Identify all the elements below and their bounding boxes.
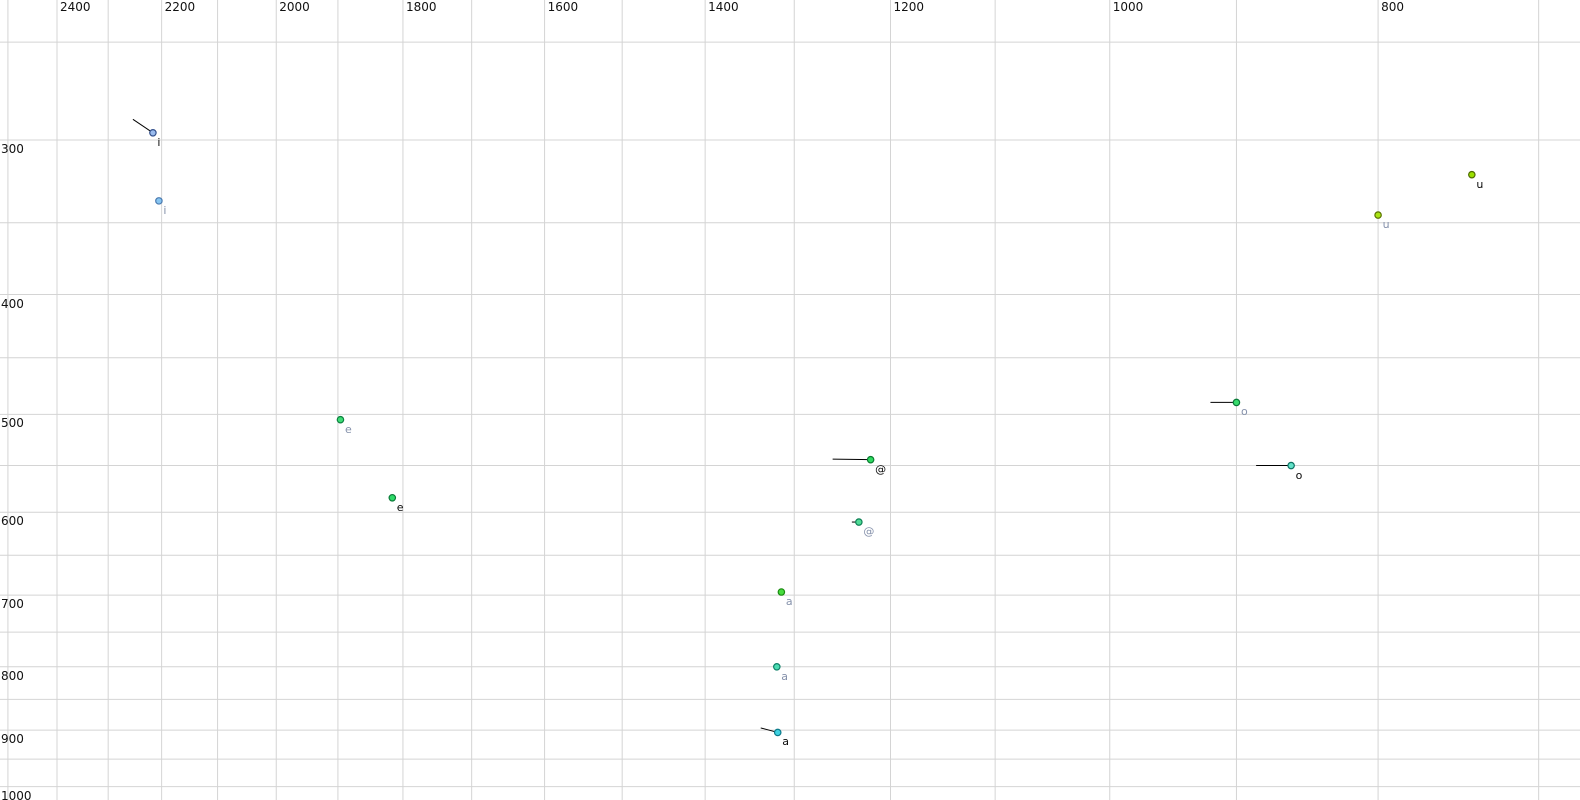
vowel-label-o-7: o <box>1295 468 1303 482</box>
vowel-label-a-10: a <box>785 595 793 608</box>
x-axis-tick-label-1200: 1200 <box>893 0 925 14</box>
vowel-dot-a-12 <box>773 728 782 737</box>
vowel-dot-i-1 <box>155 197 163 205</box>
x-axis-tick-label-2400: 2400 <box>60 0 91 14</box>
y-axis-tick-label-700: 700 <box>1 597 24 612</box>
vowel-dot-u-3 <box>1374 211 1382 219</box>
vowel-label-@-8: @ <box>875 462 887 476</box>
vowel-dot-e-5 <box>388 493 397 502</box>
x-axis-tick-label-1800: 1800 <box>405 0 437 14</box>
vowel-label-i-0: i <box>157 135 161 149</box>
vowel-dot-a-11 <box>773 663 781 671</box>
y-axis-tick-label-900: 900 <box>1 732 24 747</box>
x-axis-tick-label-800: 800 <box>1381 0 1404 14</box>
x-axis-tick-label-1000: 1000 <box>1112 0 1144 14</box>
x-axis-tick-label-1400: 1400 <box>708 0 739 14</box>
vowel-dot-e-4 <box>336 415 345 424</box>
vowel-label-a-11: a <box>781 669 789 683</box>
y-axis-tick-label-400: 400 <box>1 296 24 311</box>
vowel-dot-@-9 <box>855 518 863 526</box>
vowel-dot-o-6 <box>1232 398 1241 407</box>
vowel-label-a-12: a <box>782 735 789 749</box>
vowel-tail-i-0 <box>132 118 154 134</box>
vowel-label-e-4: e <box>344 422 352 436</box>
x-axis-tick-label-2000: 2000 <box>279 0 310 14</box>
vowel-label-i-1: i <box>163 203 167 217</box>
vowel-label-u-3: u <box>1382 218 1390 232</box>
vowel-tail-@-8 <box>832 458 871 461</box>
vowel-label-u-2: u <box>1476 177 1484 191</box>
vowel-dot-u-2 <box>1468 170 1476 179</box>
vowel-label-e-5: e <box>396 500 404 514</box>
vowel-dot-a-10 <box>777 588 786 596</box>
y-axis-tick-label-1000: 1000 <box>1 788 32 800</box>
y-axis-tick-label-500: 500 <box>1 416 24 431</box>
x-axis-tick-label-2200: 2200 <box>164 0 196 14</box>
vowel-label-@-9: @ <box>863 525 875 539</box>
vowel-dot-i-0 <box>149 128 157 137</box>
vowel-label-o-6: o <box>1240 405 1248 419</box>
vowel-dot-@-8 <box>866 455 875 464</box>
y-axis-tick-label-800: 800 <box>1 668 24 683</box>
y-axis-tick-label-600: 600 <box>1 514 24 529</box>
vowel-dot-o-7 <box>1287 461 1295 470</box>
x-axis-tick-label-1600: 1600 <box>547 0 579 14</box>
y-axis-tick-label-300: 300 <box>1 142 24 156</box>
